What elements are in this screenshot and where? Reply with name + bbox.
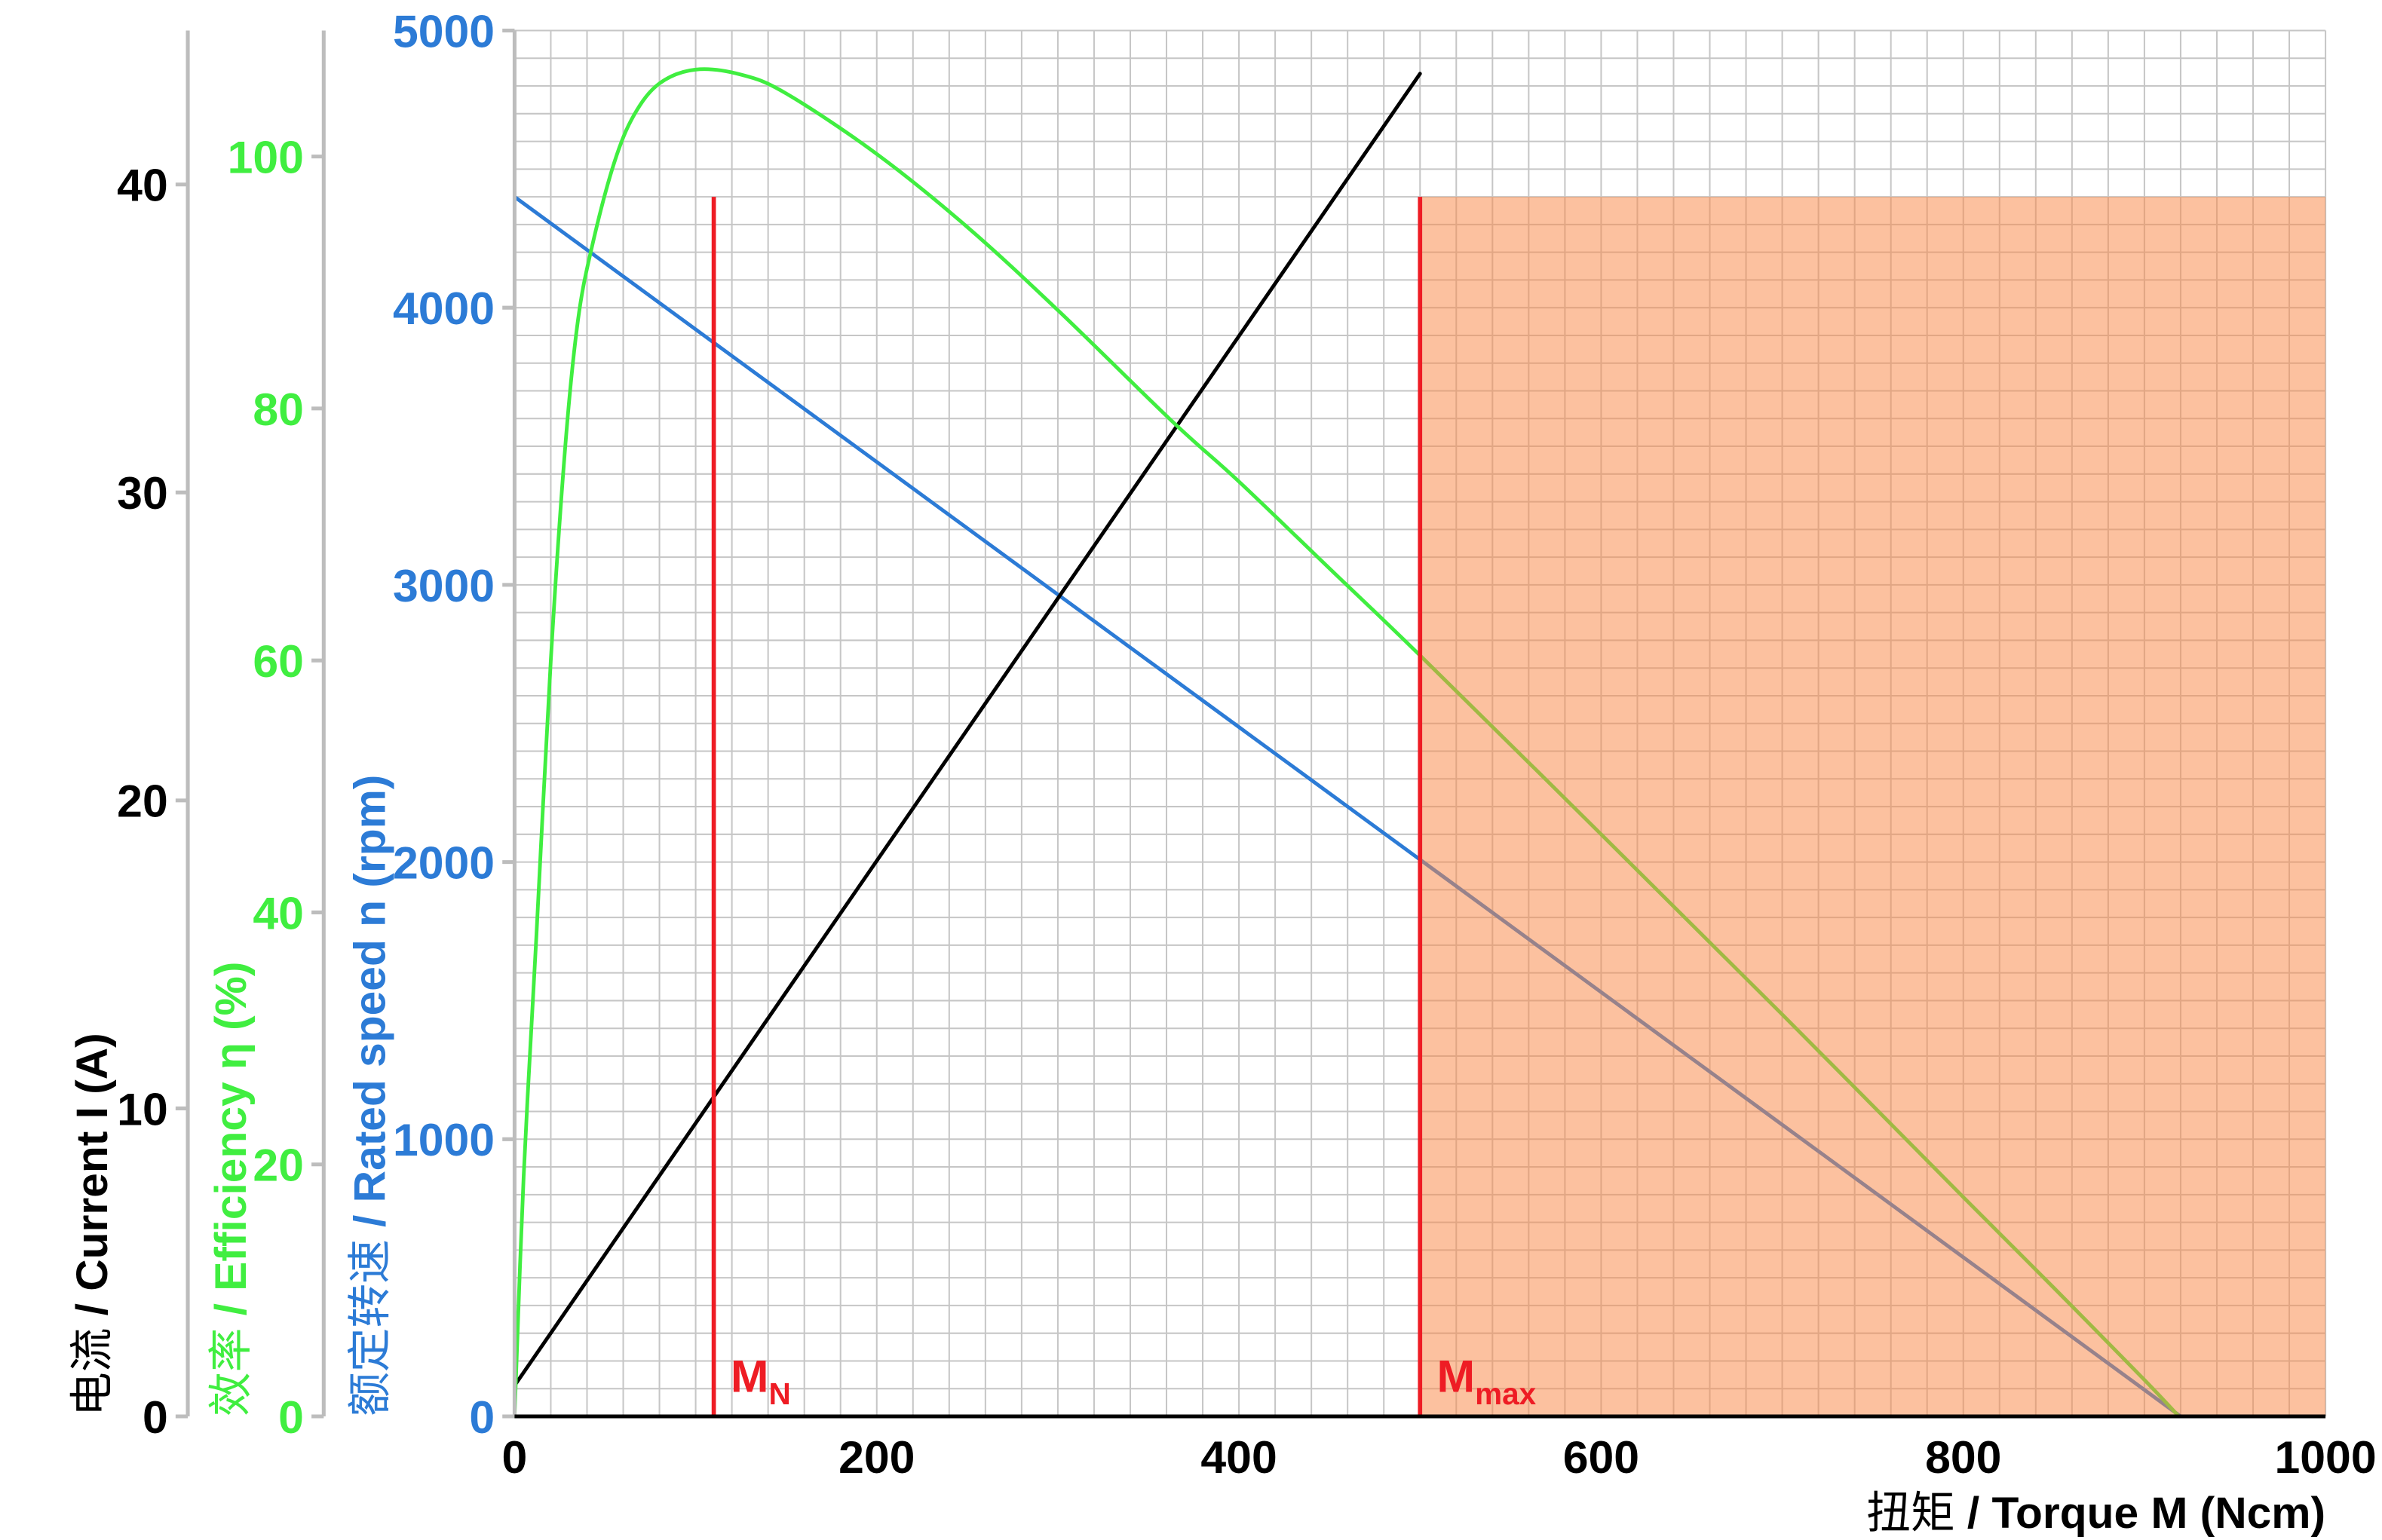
efficiency-axis-title-en: / Efficiency η (%) (207, 962, 256, 1316)
shaded-region-group (1420, 197, 2326, 1416)
current-axis-title-cn: 电流 (68, 1328, 117, 1416)
current-tick-label: 0 (143, 1392, 168, 1443)
marker-label-m-n: MN (731, 1351, 791, 1411)
current-tick-label: 10 (117, 1083, 168, 1134)
marker-label-subscript: max (1475, 1376, 1537, 1411)
x-axis-title-en: / Torque M (Ncm) (1967, 1489, 2325, 1538)
x-tick-label: 400 (1200, 1431, 1277, 1483)
speed-tick-label: 1000 (393, 1114, 495, 1165)
efficiency-tick-label: 100 (228, 132, 304, 183)
current-axis-title-en: / Current I (A) (68, 1033, 117, 1315)
speed-tick-label: 3000 (393, 560, 495, 611)
max-torque-shaded-region (1420, 197, 2326, 1416)
marker-label-main: M (1437, 1351, 1476, 1402)
efficiency-tick-label: 60 (253, 635, 304, 687)
x-tick-label: 0 (502, 1431, 528, 1483)
x-axis-title: 扭矩 / Torque M (Ncm) (1866, 1489, 2325, 1538)
efficiency-axis-title: 效率 / Efficiency η (%) (207, 962, 256, 1416)
efficiency-axis-title-cn: 效率 (207, 1328, 256, 1416)
speed-axis-title-cn: 额定转速 (345, 1239, 394, 1416)
x-axis-title-cn: 扭矩 (1866, 1489, 1954, 1538)
marker-label-m-max: Mmax (1437, 1351, 1537, 1411)
x-tick-label: 600 (1563, 1431, 1639, 1483)
speed-axis-title-en: / Rated speed n (rpm) (345, 775, 394, 1227)
speed-tick-label: 5000 (393, 5, 495, 57)
speed-axis-title: 额定转速 / Rated speed n (rpm) (345, 775, 394, 1416)
current-axis-title: 电流 / Current I (A) (68, 1033, 117, 1416)
x-tick-label: 800 (1925, 1431, 2001, 1483)
current-tick-label: 20 (117, 776, 168, 827)
axes: 0100020003000400050000204060801000102030… (117, 5, 2376, 1483)
x-tick-label: 200 (838, 1431, 915, 1483)
marker-label-subscript: N (768, 1376, 790, 1411)
efficiency-tick-label: 20 (253, 1140, 304, 1191)
speed-tick-label: 0 (469, 1392, 495, 1443)
current-tick-label: 40 (117, 160, 168, 211)
current-line (512, 72, 1422, 1388)
efficiency-tick-label: 80 (253, 384, 304, 435)
efficiency-tick-label: 40 (253, 887, 304, 938)
speed-tick-label: 4000 (393, 283, 495, 334)
efficiency-tick-label: 0 (278, 1392, 304, 1443)
speed-tick-label: 2000 (393, 837, 495, 888)
x-tick-label: 1000 (2275, 1431, 2377, 1483)
torque-markers: MN Mmax (711, 197, 1537, 1416)
marker-label-main: M (731, 1351, 769, 1402)
current-tick-label: 30 (117, 467, 168, 519)
